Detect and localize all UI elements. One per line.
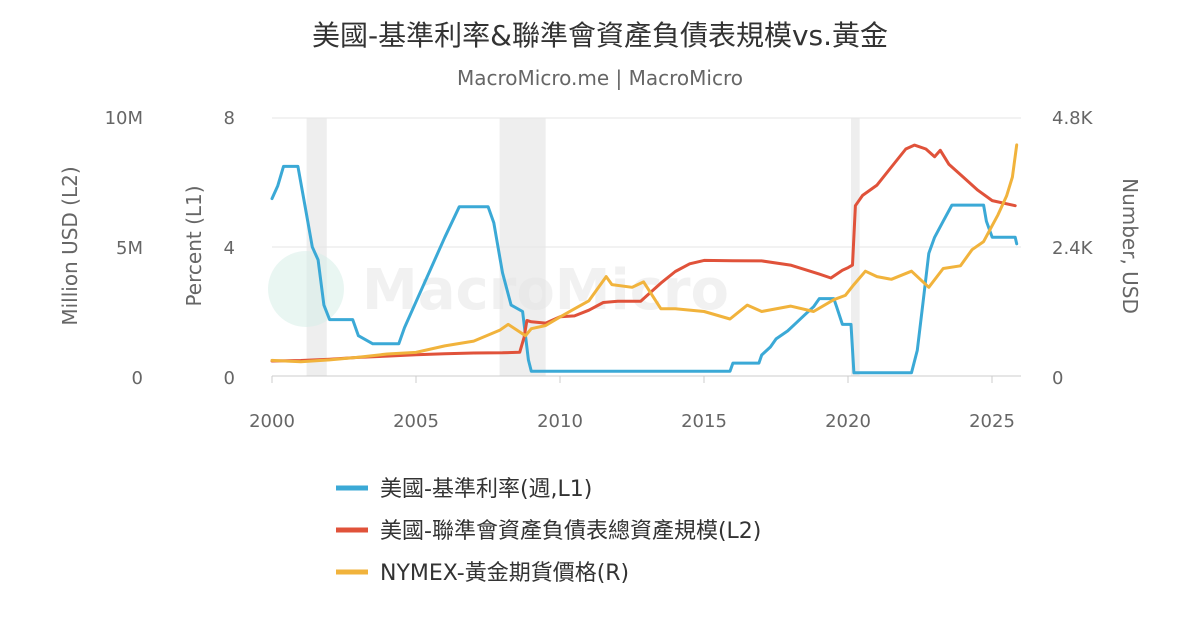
series-line-gold (270, 143, 1019, 364)
l2-tick-label: 10M (105, 108, 143, 129)
legend: 美國-基準利率(週,L1) 美國-聯準會資產負債表總資產規模(L2) NYMEX… (336, 477, 761, 586)
x-tick-label: 2020 (825, 411, 871, 432)
legend-label-rate: 美國-基準利率(週,L1) (380, 477, 592, 502)
legend-item-rate[interactable]: 美國-基準利率(週,L1) (336, 477, 592, 502)
l1-tick-label: 0 (224, 368, 235, 389)
x-tick-label: 2015 (681, 411, 727, 432)
series-lines (270, 143, 1019, 375)
x-tick-label: 2005 (393, 411, 439, 432)
watermark: MacroMicro (268, 251, 729, 327)
gridlines (272, 117, 1021, 377)
series-line-rate (270, 164, 1019, 375)
watermark-text: MacroMicro (362, 258, 729, 323)
chart-title: 美國-基準利率&聯準會資產負債表規模vs.黃金 (312, 19, 888, 52)
l1-axis-title: Percent (L1) (182, 185, 206, 306)
r-axis-title: Number, USD (1118, 178, 1142, 314)
r-tick-label: 0 (1052, 368, 1063, 389)
l2-axis-title: Million USD (L2) (58, 166, 82, 325)
legend-label-gold: NYMEX-黃金期貨價格(R) (380, 561, 629, 586)
l2-tick-label: 0 (132, 368, 143, 389)
legend-item-gold[interactable]: NYMEX-黃金期貨價格(R) (336, 561, 629, 586)
series-line-balance (270, 143, 1017, 363)
x-tick-label: 2000 (249, 411, 295, 432)
x-tick-label: 2025 (969, 411, 1015, 432)
chart-subtitle: MacroMicro.me | MacroMicro (457, 66, 743, 90)
x-tick-label: 2010 (537, 411, 583, 432)
legend-label-balance: 美國-聯準會資產負債表總資產規模(L2) (380, 519, 761, 544)
l1-tick-label: 8 (224, 108, 235, 129)
l1-tick-label: 4 (224, 238, 235, 259)
watermark-logo-icon (268, 251, 344, 327)
axes: 2000 2005 2010 2015 2020 2025 10M 5M 0 8… (58, 108, 1142, 432)
l2-tick-label: 5M (116, 238, 143, 259)
r-tick-label: 4.8K (1052, 108, 1094, 129)
r-tick-label: 2.4K (1052, 238, 1094, 259)
legend-item-balance[interactable]: 美國-聯準會資產負債表總資產規模(L2) (336, 519, 761, 544)
